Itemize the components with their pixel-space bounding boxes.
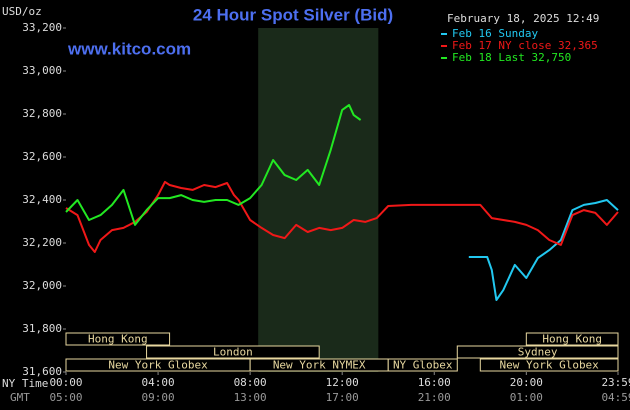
y-tick-label: 32,600 (22, 150, 62, 163)
session-label: Hong Kong (88, 333, 148, 346)
x2-tick-label: 01:00 (510, 391, 543, 404)
session-bar (456, 345, 619, 359)
x-tick-label: 08:00 (234, 376, 267, 389)
y-tick-label: 31,600 (22, 365, 62, 378)
series-line (65, 104, 362, 226)
x2-tick-label: 05:00 (49, 391, 82, 404)
session-bar (525, 332, 619, 346)
session-label: Hong Kong (542, 333, 602, 346)
x2-tick-label: 04:59 (601, 391, 630, 404)
session-label: London (213, 346, 253, 359)
x2-tick-label: 09:00 (142, 391, 175, 404)
timestamp: February 18, 2025 12:49 (447, 12, 599, 25)
highlight-layer (258, 28, 379, 372)
session-label: NY Globex (393, 359, 453, 372)
y-tick-label: 33,000 (22, 64, 62, 77)
session-label: New York NYMEX (273, 359, 366, 372)
y-tick-label: 33,200 (22, 21, 62, 34)
session-label: Sydney (518, 346, 558, 359)
site-label: www.kitco.com (67, 39, 191, 58)
session-bar (479, 358, 619, 372)
x-tick-label: 20:00 (510, 376, 543, 389)
session-bar (65, 332, 171, 346)
y-tick-label: 32,200 (22, 236, 62, 249)
x2-tick-label: 13:00 (234, 391, 267, 404)
x2-tick-label: 21:00 (418, 391, 451, 404)
x-row-label: NY Time (2, 377, 48, 390)
series-line (468, 199, 619, 301)
x-tick-label: 04:00 (142, 376, 175, 389)
x-tick-label: 12:00 (326, 376, 359, 389)
x-tick-label: 16:00 (418, 376, 451, 389)
x2-row-label: GMT (10, 391, 30, 404)
y-tick-label: 32,400 (22, 193, 62, 206)
x-tick-label: 23:59 (601, 376, 630, 389)
y-tick-label: 32,000 (22, 279, 62, 292)
legend-label: Feb 17 NY close 32,365 (452, 39, 598, 52)
highlight-band (258, 28, 379, 372)
legend-label: Feb 18 Last 32,750 (452, 51, 571, 64)
x-tick-label: 00:00 (49, 376, 82, 389)
y-tick-label: 32,800 (22, 107, 62, 120)
x2-tick-label: 17:00 (326, 391, 359, 404)
session-label: New York Globex (108, 359, 208, 372)
legend-label: Feb 16 Sunday (452, 27, 538, 40)
session-label: New York Globex (499, 359, 599, 372)
session-bar (146, 345, 320, 359)
y-axis-label: USD/oz (2, 5, 42, 18)
chart-title: 24 Hour Spot Silver (Bid) (193, 5, 393, 24)
session-bar (387, 358, 458, 372)
y-tick-label: 31,800 (22, 322, 62, 335)
